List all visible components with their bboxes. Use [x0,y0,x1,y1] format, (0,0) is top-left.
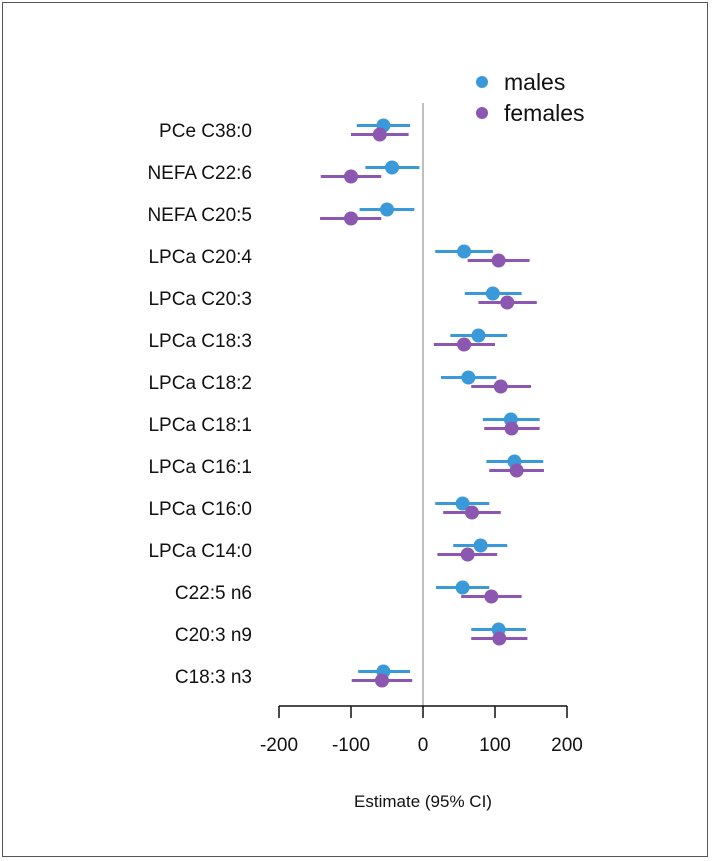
estimate-point-males-lpca-c14-0 [473,538,488,553]
row-label-lpca-c18-3: LPCa C18:3 [148,331,252,352]
row-label-pce-c38-0: PCe C38:0 [159,121,252,142]
row-label-lpca-c14-0: LPCa C14:0 [148,541,252,562]
estimate-point-females-lpca-c16-1 [509,463,524,478]
row-label-c18-3-n3: C18:3 n3 [175,667,252,688]
row-label-lpca-c20-4: LPCa C20:4 [148,247,252,268]
estimate-point-males-lpca-c20-3 [485,286,500,301]
x-tick-label: -200 [260,735,298,756]
legend-marker-males [476,76,488,88]
estimate-point-males-lpca-c20-4 [457,244,472,259]
estimate-point-females-lpca-c16-0 [464,505,479,520]
estimate-point-males-nefa-c20-5 [380,202,394,217]
estimate-point-females-lpca-c20-3 [500,295,515,310]
row-label-lpca-c20-3: LPCa C20:3 [148,289,252,310]
row-label-lpca-c18-2: LPCa C18:2 [148,373,252,394]
estimate-point-females-lpca-c20-4 [491,253,506,268]
estimate-point-females-lpca-c18-3 [457,337,472,352]
x-tick-label: -100 [332,735,370,756]
row-label-c20-3-n9: C20:3 n9 [175,625,252,646]
estimate-point-females-c20-3-n9 [492,631,507,646]
x-axis-label: Estimate (95% CI) [354,792,492,811]
x-tick-label: 0 [418,735,429,756]
estimate-point-males-lpca-c18-2 [461,370,476,385]
estimate-point-females-pce-c38-0 [372,127,387,142]
legend-marker-females [476,107,488,119]
legend: males females [476,69,585,126]
row-label-c22-5-n6: C22:5 n6 [175,583,252,604]
x-tick-label: 200 [551,735,583,756]
estimate-point-males-c22-5-n6 [455,580,470,595]
row-label-lpca-c16-1: LPCa C16:1 [148,457,252,478]
x-tick-label: 100 [479,735,511,756]
estimate-point-females-lpca-c18-1 [504,421,519,436]
estimate-point-females-lpca-c18-2 [493,379,508,394]
estimate-point-females-lpca-c14-0 [460,547,475,562]
row-label-lpca-c18-1: LPCa C18:1 [148,415,252,436]
estimate-point-males-lpca-c18-3 [471,328,486,343]
estimate-point-females-c22-5-n6 [484,589,499,604]
estimate-point-males-lpca-c16-0 [455,496,470,511]
row-label-nefa-c22-6: NEFA C22:6 [147,163,252,184]
row-label-lpca-c16-0: LPCa C16:0 [148,499,252,520]
estimate-point-males-nefa-c22-6 [385,160,400,175]
row-label-nefa-c20-5: NEFA C20:5 [147,205,252,226]
legend-label-females: females [504,100,585,126]
estimate-point-females-nefa-c22-6 [344,169,358,184]
legend-label-males: males [504,69,565,95]
estimate-point-females-c18-3-n3 [374,673,389,688]
estimate-point-females-nefa-c20-5 [344,211,358,226]
